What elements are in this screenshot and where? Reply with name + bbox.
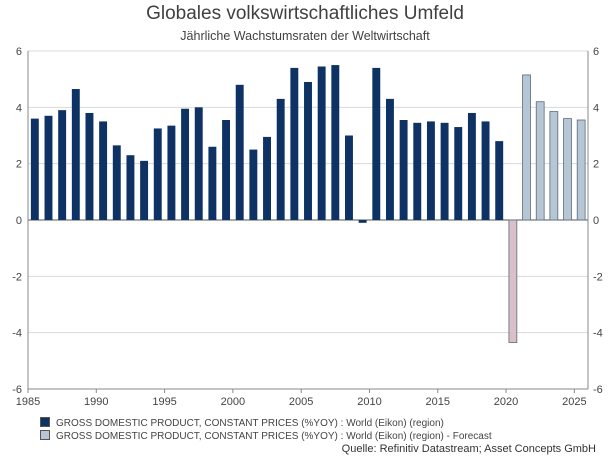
y-tick-label-right: 0: [593, 215, 599, 227]
legend-entry-forecast: GROSS DOMESTIC PRODUCT, CONSTANT PRICES …: [40, 430, 492, 442]
bar-forecast: [535, 101, 545, 221]
legend-swatch-historical: [40, 417, 50, 427]
bar-historical: [495, 141, 504, 220]
bar-historical: [194, 107, 203, 220]
bar-historical: [276, 98, 285, 220]
bar-historical: [167, 125, 176, 220]
x-tick-label: 2015: [426, 396, 450, 408]
y-tick-label-left: 6: [16, 46, 22, 58]
bar-historical: [385, 98, 394, 220]
bar-historical: [413, 122, 422, 220]
bar-historical: [71, 89, 80, 221]
axes: -6 -6 -4 -4 -2 -2 0 0 2 2 4 4 6 6 1985 1990 1995 2000 2005…: [12, 46, 603, 408]
chart-subtitle: Jährliche Wachstumsraten der Weltwirtsch…: [180, 29, 430, 43]
x-tick-label: 2020: [494, 396, 518, 408]
x-tick-label: 1985: [16, 396, 40, 408]
bar-historical: [440, 122, 449, 220]
source-note: Quelle: Refinitiv Datastream; Asset Conc…: [341, 443, 596, 455]
y-tick-label-right: 4: [593, 102, 599, 114]
bar-historical: [481, 121, 490, 220]
y-tick-label-right: -6: [593, 384, 603, 396]
y-tick-label-left: -2: [12, 271, 22, 283]
bar-historical: [85, 112, 94, 220]
bar-historical: [208, 146, 217, 220]
bar-historical: [30, 118, 39, 220]
y-tick-label-left: -4: [12, 328, 22, 340]
bar-historical: [153, 128, 162, 220]
legend-label-historical: GROSS DOMESTIC PRODUCT, CONSTANT PRICES …: [56, 418, 444, 429]
y-tick-label-right: 2: [593, 159, 599, 171]
bar-historical: [58, 110, 67, 220]
legend-label-forecast: GROSS DOMESTIC PRODUCT, CONSTANT PRICES …: [56, 431, 492, 442]
x-tick-label: 2000: [221, 396, 245, 408]
bar-historical: [304, 81, 312, 220]
bar-historical: [358, 220, 367, 223]
bar-historical: [99, 121, 108, 220]
legend-entry-historical: GROSS DOMESTIC PRODUCT, CONSTANT PRICES …: [40, 417, 444, 429]
bar-historical: [126, 155, 135, 220]
bar-historical: [345, 135, 353, 220]
y-tick-label-right: -2: [593, 271, 603, 283]
y-tick-label-right: -4: [593, 328, 603, 340]
bar-historical: [222, 120, 231, 220]
bar-forecast: [576, 119, 586, 221]
bar-historical: [235, 84, 244, 220]
x-tick-label: 2005: [289, 396, 313, 408]
bar-historical: [112, 145, 121, 220]
bar-historical: [263, 136, 271, 220]
bar-forecast: [508, 219, 518, 343]
bar-historical: [317, 66, 326, 220]
bar-forecast: [522, 74, 531, 221]
x-tick-label: 1990: [84, 396, 108, 408]
bar-historical: [181, 108, 190, 220]
x-tick-label: 2025: [562, 396, 586, 408]
bar-forecast: [563, 118, 572, 221]
legend-swatch-forecast: [40, 430, 50, 440]
y-tick-label-right: 6: [593, 46, 599, 58]
bar-forecast: [549, 111, 559, 221]
bar-historical: [44, 115, 53, 220]
bar-historical: [399, 120, 408, 220]
x-tick-label: 1995: [152, 396, 176, 408]
bar-historical: [454, 127, 463, 220]
bar-historical: [372, 67, 381, 221]
bar-historical: [249, 149, 258, 220]
chart-title: Globales volkswirtschaftliches Umfeld: [146, 3, 464, 24]
bar-historical: [140, 160, 149, 220]
y-tick-label-left: 0: [16, 215, 22, 227]
y-tick-label-left: -6: [12, 384, 22, 396]
bar-historical: [331, 65, 340, 220]
bar-historical: [426, 121, 435, 220]
bar-historical: [290, 67, 299, 221]
bars: [30, 65, 586, 343]
y-tick-label-left: 4: [16, 102, 22, 114]
x-tick-label: 2010: [357, 396, 381, 408]
y-tick-label-left: 2: [16, 159, 22, 171]
bar-historical: [467, 112, 476, 220]
